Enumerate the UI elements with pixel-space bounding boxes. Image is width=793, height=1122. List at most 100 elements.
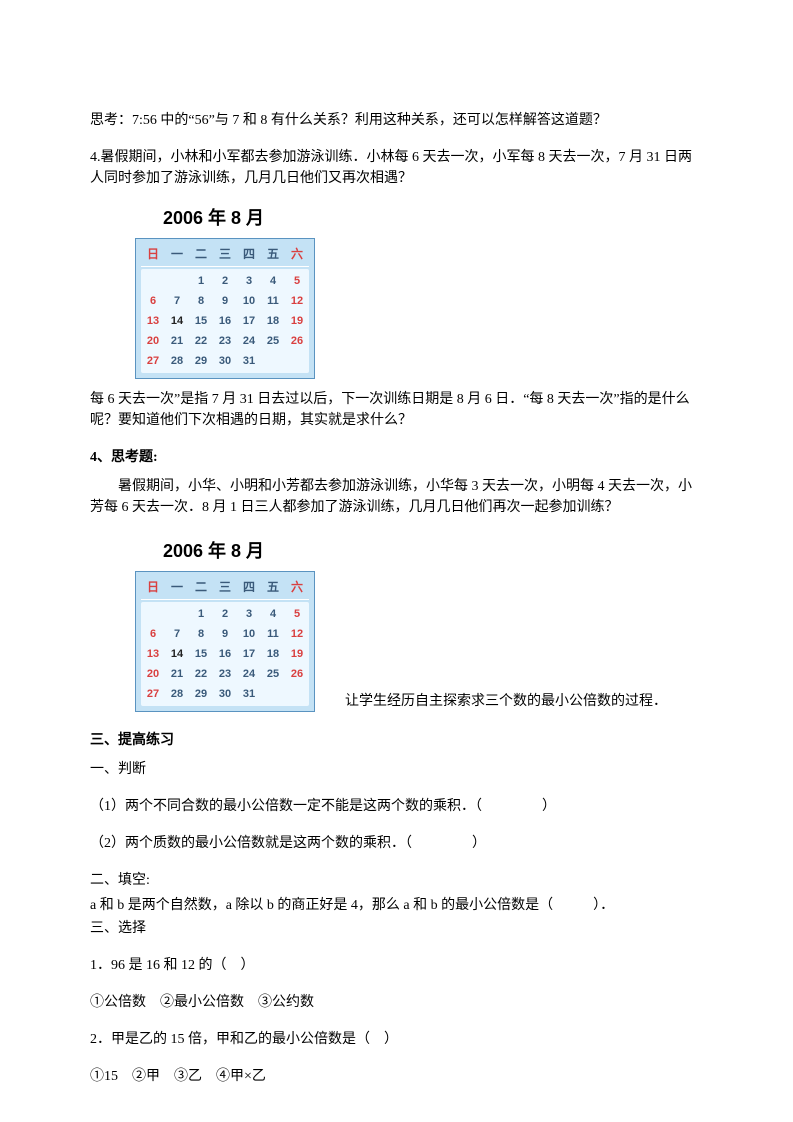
calendar-cell: 29 [189,351,213,371]
calendar-cell: 25 [261,664,285,684]
judge-2: （2）两个质数的最小公倍数就是这两个数的乘积．（ ） [90,833,703,854]
calendar-cell: 10 [237,291,261,311]
calendar-cell: 8 [189,291,213,311]
calendar-cell: 7 [165,624,189,644]
calendar-cell: 22 [189,331,213,351]
calendar-cell: 11 [261,624,285,644]
calendar-cell: 11 [261,291,285,311]
calendar-row: 12345 [141,271,309,291]
calendar-2: 2006 年 8 月 日 一 二 三 四 五 六 123456789101112… [135,538,315,712]
judge-1-text: （1）两个不同合数的最小公倍数一定不能是这两个数的乘积．（ [90,799,482,814]
calendar-row: 20212223242526 [141,331,309,351]
section-3-title: 三、提高练习 [90,730,703,751]
calendar-cell: 2 [213,604,237,624]
cal-head-wed: 三 [213,244,237,264]
calendar-cell: 25 [261,331,285,351]
calendar-cell [261,351,285,371]
question-4: 4.暑假期间，小林和小军都去参加游泳训练．小林每 6 天去一次，小军每 8 天去… [90,147,703,189]
calendar-body: 1234567891011121314151617181920212223242… [141,269,309,373]
calendar-cell: 31 [237,351,261,371]
after-calendar-note: 让学生经历自主探索求三个数的最小公倍数的过程． [345,691,667,712]
calendar-cell: 1 [189,604,213,624]
choice-1-options: ①公倍数 ②最小公倍数 ③公约数 [90,992,703,1013]
calendar-row: 2728293031 [141,684,309,704]
calendar-cell [165,271,189,291]
explanation-1: 每 6 天去一次”是指 7 月 31 日去过以后，下一次训练日期是 8 月 6 … [90,389,703,431]
calendar-cell: 30 [213,351,237,371]
calendar-cell: 12 [285,624,309,644]
calendar-cell: 29 [189,684,213,704]
calendar-row: 6789101112 [141,291,309,311]
calendar-cell: 15 [189,311,213,331]
calendar-grid: 日 一 二 三 四 五 六 12345678910111213141516171… [135,238,315,379]
judge-2-text: （2）两个质数的最小公倍数就是这两个数的乘积．（ [90,836,412,851]
calendar-header-row-2: 日 一 二 三 四 五 六 [141,577,309,600]
calendar-cell [141,604,165,624]
calendar-cell [285,684,309,704]
calendar-cell: 3 [237,271,261,291]
calendar-cell: 17 [237,311,261,331]
calendar-cell: 21 [165,331,189,351]
cal-head-fri: 五 [261,244,285,264]
calendar-cell: 20 [141,664,165,684]
calendar-cell: 26 [285,664,309,684]
calendar-cell: 22 [189,664,213,684]
calendar-cell [141,271,165,291]
calendar-cell: 9 [213,291,237,311]
choice-2: 2．甲是乙的 15 倍，甲和乙的最小公倍数是（ ） [90,1029,703,1050]
calendar-cell: 16 [213,311,237,331]
calendar-cell: 27 [141,351,165,371]
calendar-cell: 27 [141,684,165,704]
calendar-cell: 15 [189,644,213,664]
calendar-cell: 1 [189,271,213,291]
calendar-cell [165,604,189,624]
calendar-cell: 20 [141,331,165,351]
calendar-cell: 28 [165,684,189,704]
calendar-cell: 19 [285,311,309,331]
choice-title: 三、选择 [90,918,703,939]
calendar-cell [285,351,309,371]
calendar-cell: 13 [141,311,165,331]
calendar-cell: 28 [165,351,189,371]
calendar-1: 2006 年 8 月 日 一 二 三 四 五 六 123456789101112… [135,205,703,379]
think-prompt: 思考：7:56 中的“56”与 7 和 8 有什么关系？利用这种关系，还可以怎样… [90,110,703,131]
calendar-cell: 14 [165,644,189,664]
calendar-cell: 5 [285,271,309,291]
calendar-cell: 9 [213,624,237,644]
calendar-cell: 3 [237,604,261,624]
fill-1: a 和 b 是两个自然数，a 除以 b 的商正好是 4，那么 a 和 b 的最小… [90,895,703,916]
cal-head-sat: 六 [285,244,309,264]
calendar-cell: 30 [213,684,237,704]
calendar-cell [261,684,285,704]
calendar-cell: 17 [237,644,261,664]
judge-2-end: ） [472,836,486,851]
calendar-header-row: 日 一 二 三 四 五 六 [141,244,309,267]
think-question-title: 4、思考题: [90,447,703,468]
calendar-cell: 8 [189,624,213,644]
calendar-cell: 18 [261,311,285,331]
choice-1: 1．96 是 16 和 12 的（ ） [90,955,703,976]
calendar-row: 13141516171819 [141,311,309,331]
calendar-cell: 26 [285,331,309,351]
calendar-row: 12345 [141,604,309,624]
calendar-cell: 2 [213,271,237,291]
calendar-row: 6789101112 [141,624,309,644]
calendar-cell: 23 [213,664,237,684]
calendar-cell: 5 [285,604,309,624]
calendar-cell: 23 [213,331,237,351]
think-question-body: 暑假期间，小华、小明和小芳都去参加游泳训练，小华每 3 天去一次，小明每 4 天… [90,476,703,518]
calendar-grid-2: 日 一 二 三 四 五 六 12345678910111213141516171… [135,571,315,712]
calendar-cell: 6 [141,291,165,311]
calendar-cell: 6 [141,624,165,644]
calendar-cell: 12 [285,291,309,311]
cal-head-sun: 日 [141,244,165,264]
calendar-cell: 18 [261,644,285,664]
calendar-cell: 24 [237,664,261,684]
cal-head-mon: 一 [165,244,189,264]
cal-head-thu: 四 [237,244,261,264]
calendar-cell: 14 [165,311,189,331]
judge-title: 一、判断 [90,759,703,780]
judge-1-end: ） [542,799,556,814]
calendar-row: 2728293031 [141,351,309,371]
calendar-row: 20212223242526 [141,664,309,684]
